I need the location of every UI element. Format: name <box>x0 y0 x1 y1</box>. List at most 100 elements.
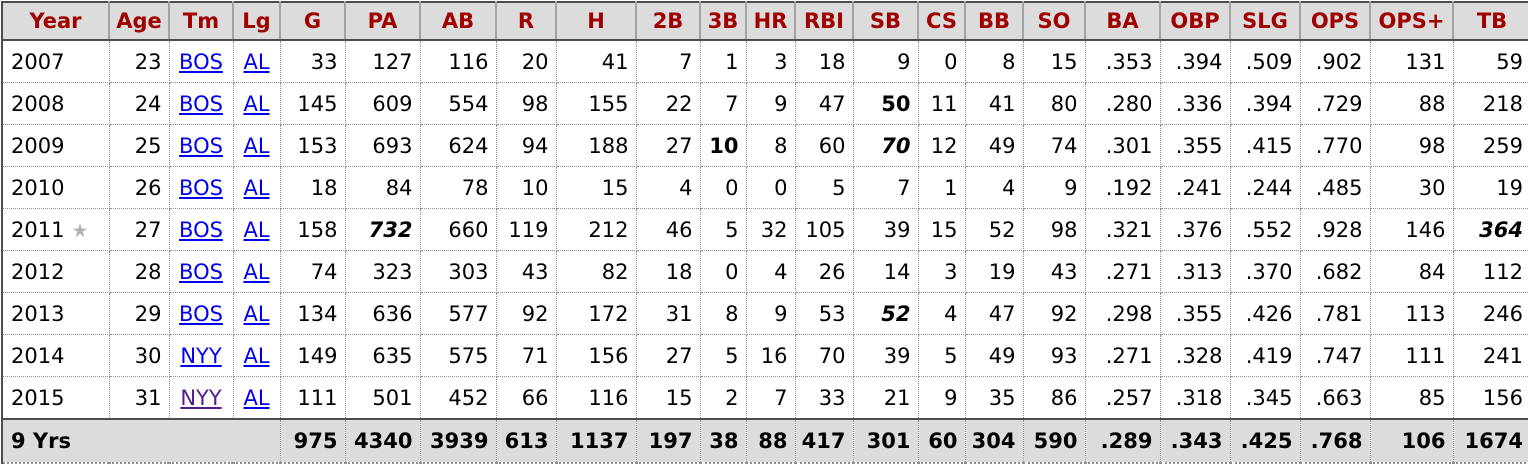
cell-r: 71 <box>496 334 557 377</box>
cell-ops: .485 <box>1300 166 1371 209</box>
cell-sb: 39 <box>853 208 919 251</box>
cell-tb: 19 <box>1453 166 1528 209</box>
season-row-2009: 2009 25 BOS AL 153 693 624 94 188 27 10 8 60 70 12 49 74… <box>2 124 1528 167</box>
cell-ba: .280 <box>1085 82 1161 125</box>
cell-so: 98 <box>1023 208 1086 251</box>
cell-r: 119 <box>496 208 557 251</box>
team-link[interactable]: BOS <box>179 175 223 200</box>
cell-hr: 9 <box>746 82 796 125</box>
cell-g: 18 <box>280 166 346 209</box>
cell-3b: 1 <box>700 40 747 83</box>
league-link[interactable]: AL <box>243 301 270 326</box>
cell-cs: 0 <box>918 40 966 83</box>
team-link[interactable]: NYY <box>180 385 222 410</box>
cell-3b: 5 <box>700 208 747 251</box>
cell-ab: 452 <box>420 376 497 420</box>
cell-pa: 635 <box>345 334 421 377</box>
season-row-2011: 2011 ★ 27 BOS AL 158 732 660 119 212 46 5 32 105 39 15 5… <box>2 208 1528 251</box>
cell-ops: .902 <box>1300 40 1371 83</box>
cell-ba: .301 <box>1085 124 1161 167</box>
cell-opsplus: 85 <box>1370 376 1454 420</box>
cell-age: 23 <box>109 40 170 83</box>
league-link[interactable]: AL <box>243 385 270 410</box>
totals-cell-so: 590 <box>1023 418 1086 463</box>
team-link[interactable]: BOS <box>179 91 223 116</box>
cell-slg: .426 <box>1230 292 1301 335</box>
team-link[interactable]: BOS <box>179 49 223 74</box>
team-link[interactable]: NYY <box>180 343 222 368</box>
column-header-so: SO <box>1023 2 1086 41</box>
team-link[interactable]: BOS <box>179 133 223 158</box>
column-header-slg: SLG <box>1230 2 1301 41</box>
cell-rbi: 33 <box>795 376 854 420</box>
season-row-2008: 2008 24 BOS AL 145 609 554 98 155 22 7 9 47 50 11 41 80.… <box>2 82 1528 125</box>
league-link[interactable]: AL <box>243 217 270 242</box>
column-header-bb: BB <box>965 2 1024 41</box>
cell-slg: .394 <box>1230 82 1301 125</box>
cell-age: 27 <box>109 208 170 251</box>
column-header-hr: HR <box>746 2 796 41</box>
cell-g: 149 <box>280 334 346 377</box>
totals-cell-g: 975 <box>280 418 346 463</box>
column-header-rbi: RBI <box>795 2 854 41</box>
cell-rbi: 70 <box>795 334 854 377</box>
team-link[interactable]: BOS <box>179 301 223 326</box>
cell-3b: 7 <box>700 82 747 125</box>
totals-cell-r: 613 <box>496 418 557 463</box>
cell-obp: .394 <box>1160 40 1231 83</box>
column-header-ab: AB <box>420 2 497 41</box>
cell-tb: 59 <box>1453 40 1528 83</box>
cell-opsplus: 30 <box>1370 166 1454 209</box>
team-link[interactable]: BOS <box>179 259 223 284</box>
cell-h: 172 <box>556 292 637 335</box>
league-link[interactable]: AL <box>243 175 270 200</box>
team-link[interactable]: BOS <box>179 217 223 242</box>
cell-so: 86 <box>1023 376 1086 420</box>
cell-rbi: 105 <box>795 208 854 251</box>
cell-g: 111 <box>280 376 346 420</box>
cell-age: 26 <box>109 166 170 209</box>
league-link[interactable]: AL <box>243 343 270 368</box>
cell-ops: .682 <box>1300 250 1371 293</box>
cell-rbi: 5 <box>795 166 854 209</box>
cell-age: 31 <box>109 376 170 420</box>
league-link[interactable]: AL <box>243 91 270 116</box>
cell-lg: AL <box>233 334 281 377</box>
cell-opsplus: 98 <box>1370 124 1454 167</box>
cell-2b: 27 <box>636 334 701 377</box>
cell-opsplus: 88 <box>1370 82 1454 125</box>
cell-cs: 9 <box>918 376 966 420</box>
cell-year: 2010 <box>2 166 110 209</box>
cell-so: 9 <box>1023 166 1086 209</box>
cell-lg: AL <box>233 82 281 125</box>
season-row-2015: 2015 31 NYY AL 111 501 452 66 116 15 2 7 33 21 9 35 86.2… <box>2 376 1528 420</box>
totals-cell-opsplus: 106 <box>1370 418 1454 463</box>
column-header-3b: 3B <box>700 2 747 41</box>
cell-bb: 49 <box>965 334 1024 377</box>
cell-3b: 0 <box>700 250 747 293</box>
cell-obp: .355 <box>1160 124 1231 167</box>
cell-age: 30 <box>109 334 170 377</box>
cell-lg: AL <box>233 40 281 83</box>
cell-slg: .415 <box>1230 124 1301 167</box>
cell-2b: 22 <box>636 82 701 125</box>
totals-cell-3b: 38 <box>700 418 747 463</box>
totals-cell-cs: 60 <box>918 418 966 463</box>
cell-tb: 156 <box>1453 376 1528 420</box>
cell-bb: 52 <box>965 208 1024 251</box>
cell-pa: 693 <box>345 124 421 167</box>
cell-year: 2014 <box>2 334 110 377</box>
league-link[interactable]: AL <box>243 259 270 284</box>
season-row-2013: 2013 29 BOS AL 134 636 577 92 172 31 8 9 53 52 4 47 92.2… <box>2 292 1528 335</box>
cell-ops: .928 <box>1300 208 1371 251</box>
cell-slg: .345 <box>1230 376 1301 420</box>
totals-cell-hr: 88 <box>746 418 796 463</box>
cell-ba: .321 <box>1085 208 1161 251</box>
totals-cell-ab: 3939 <box>420 418 497 463</box>
league-link[interactable]: AL <box>243 133 270 158</box>
cell-tm: BOS <box>169 40 234 83</box>
column-header-obp: OBP <box>1160 2 1231 41</box>
cell-ba: .298 <box>1085 292 1161 335</box>
league-link[interactable]: AL <box>243 49 270 74</box>
